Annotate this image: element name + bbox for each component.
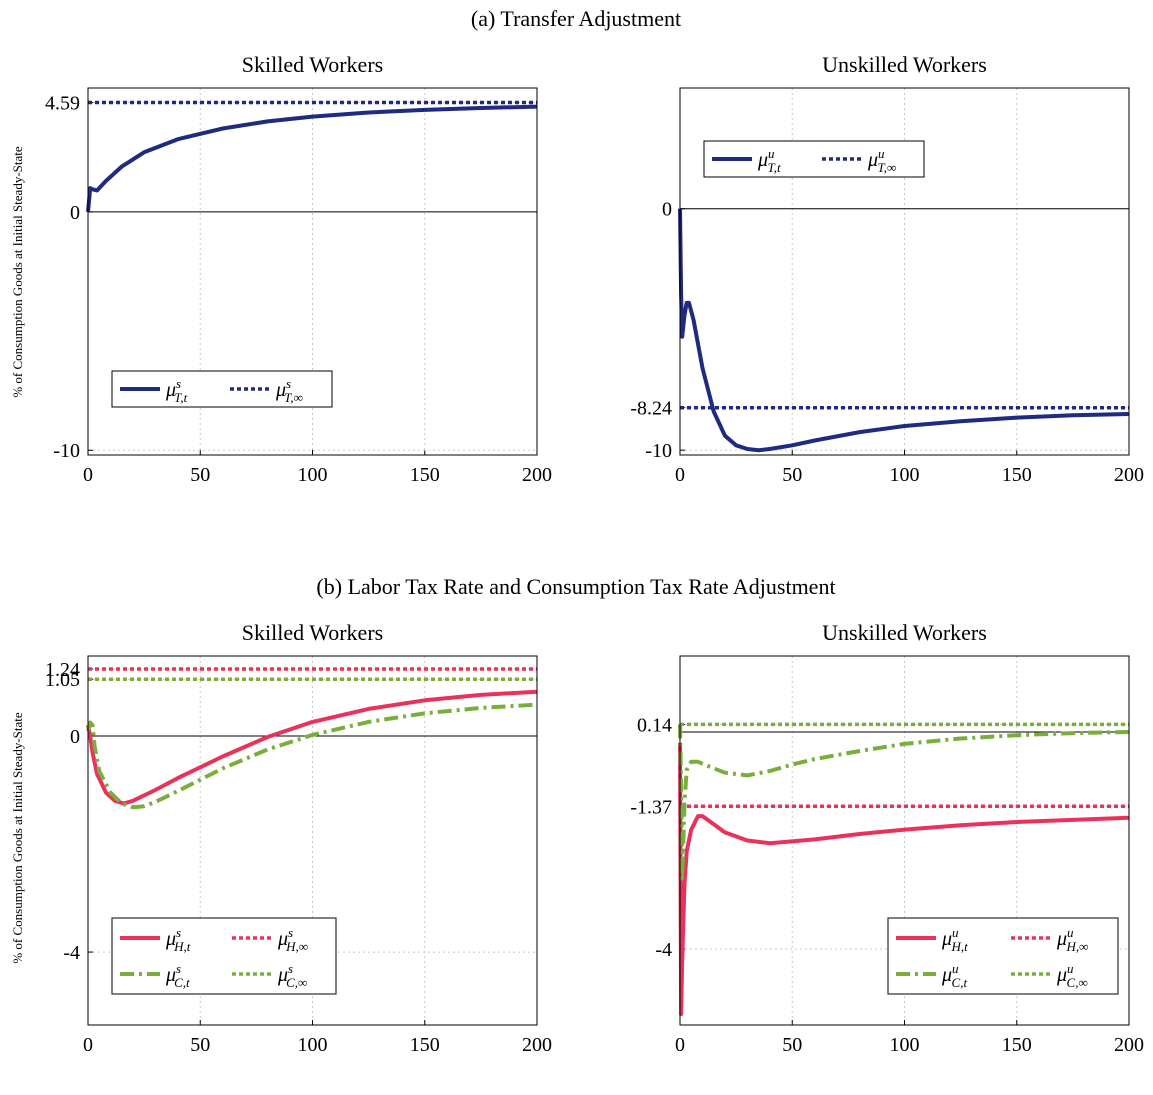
series-line xyxy=(86,104,538,213)
legend: μu H,t μu H,∞ μu C,t μu C,∞ xyxy=(887,917,1119,995)
y-tick-label: 0 xyxy=(70,726,80,748)
x-tick-label: 200 xyxy=(1114,1034,1144,1056)
legend-label: μs T,t xyxy=(165,376,188,405)
legend-box xyxy=(111,917,337,995)
x-tick-label: 100 xyxy=(890,1034,920,1056)
chart-title: Unskilled Workers xyxy=(822,620,987,645)
legend-label: μs C,t xyxy=(165,961,190,990)
plot-frame xyxy=(87,655,538,1026)
x-tick-label: 200 xyxy=(522,464,552,486)
x-tick-label: 100 xyxy=(890,464,920,486)
y-tick-label: -10 xyxy=(645,440,672,462)
legend-label: μu H,∞ xyxy=(1056,925,1088,954)
legend: μs H,t μs H,∞ μs C,t μs C,∞ xyxy=(111,917,337,995)
x-tick-label: 150 xyxy=(410,464,440,486)
y-tick-label: -1.37 xyxy=(630,796,672,818)
y-tick-label: 0 xyxy=(662,199,672,221)
series-line xyxy=(678,724,1130,881)
y-tick-label: -4 xyxy=(655,939,672,961)
legend-label: μs H,∞ xyxy=(277,925,308,954)
plot-frame xyxy=(87,87,538,456)
chart-2: Unskilled Workers 0 50 100 150 200 -10 -8.24 0 μu… xyxy=(630,52,1144,486)
y-tick-label: 0 xyxy=(70,202,80,224)
legend-label: μu T,t xyxy=(757,146,781,175)
y-axis-label-bottom: % of Consumption Goods at Initial Steady… xyxy=(10,712,25,964)
legend-label: μu C,t xyxy=(941,961,967,990)
x-tick-label: 100 xyxy=(298,464,328,486)
chart-title: Skilled Workers xyxy=(242,52,383,77)
x-tick-label: 200 xyxy=(522,1034,552,1056)
series-line xyxy=(678,742,1130,1017)
y-tick-label: -4 xyxy=(63,942,80,964)
x-tick-label: 0 xyxy=(83,1034,93,1056)
series-line xyxy=(678,208,1130,453)
x-tick-label: 50 xyxy=(190,1034,210,1056)
legend-label: μs H,t xyxy=(165,925,191,954)
x-tick-label: 50 xyxy=(782,464,802,486)
series-line xyxy=(86,702,538,810)
legend-label: μu T,∞ xyxy=(867,146,896,175)
panel-a-title: (a) Transfer Adjustment xyxy=(471,6,681,31)
legend-box xyxy=(887,917,1119,995)
x-tick-label: 50 xyxy=(190,464,210,486)
x-tick-label: 150 xyxy=(410,1034,440,1056)
y-tick-label: -10 xyxy=(53,440,80,462)
x-tick-label: 150 xyxy=(1002,464,1032,486)
panel-b-title: (b) Labor Tax Rate and Consumption Tax R… xyxy=(316,574,835,599)
x-tick-label: 50 xyxy=(782,1034,802,1056)
y-tick-label: 4.59 xyxy=(45,93,80,115)
legend-label: μu H,t xyxy=(941,925,968,954)
x-tick-label: 0 xyxy=(675,464,685,486)
chart-title: Skilled Workers xyxy=(242,620,383,645)
chart-4: Unskilled Workers 0 50 100 150 200 -4 -1.37 0.14… xyxy=(630,620,1144,1056)
y-tick-label: 1.05 xyxy=(45,669,80,691)
x-tick-label: 0 xyxy=(675,1034,685,1056)
legend-label: μs T,∞ xyxy=(275,376,303,405)
legend: μu T,t μu T,∞ xyxy=(703,140,925,178)
y-tick-label: -8.24 xyxy=(630,398,672,420)
x-tick-label: 200 xyxy=(1114,464,1144,486)
y-axis-label-top: % of Consumption Goods at Initial Steady… xyxy=(10,146,25,398)
legend-label: μu C,∞ xyxy=(1056,961,1088,990)
plot-frame xyxy=(679,87,1130,456)
x-tick-label: 0 xyxy=(83,464,93,486)
x-tick-label: 100 xyxy=(298,1034,328,1056)
series-line xyxy=(86,689,538,806)
plot-frame xyxy=(679,655,1130,1026)
chart-title: Unskilled Workers xyxy=(822,52,987,77)
x-tick-label: 150 xyxy=(1002,1034,1032,1056)
chart-3: Skilled Workers 0 50 100 150 200 -4 0 1.051.24 μs… xyxy=(45,620,552,1056)
y-tick-label: 1.24 xyxy=(45,659,80,681)
y-tick-label: 0.14 xyxy=(637,714,672,736)
legend: μs T,t μs T,∞ xyxy=(111,370,333,408)
legend-label: μs C,∞ xyxy=(277,961,307,990)
